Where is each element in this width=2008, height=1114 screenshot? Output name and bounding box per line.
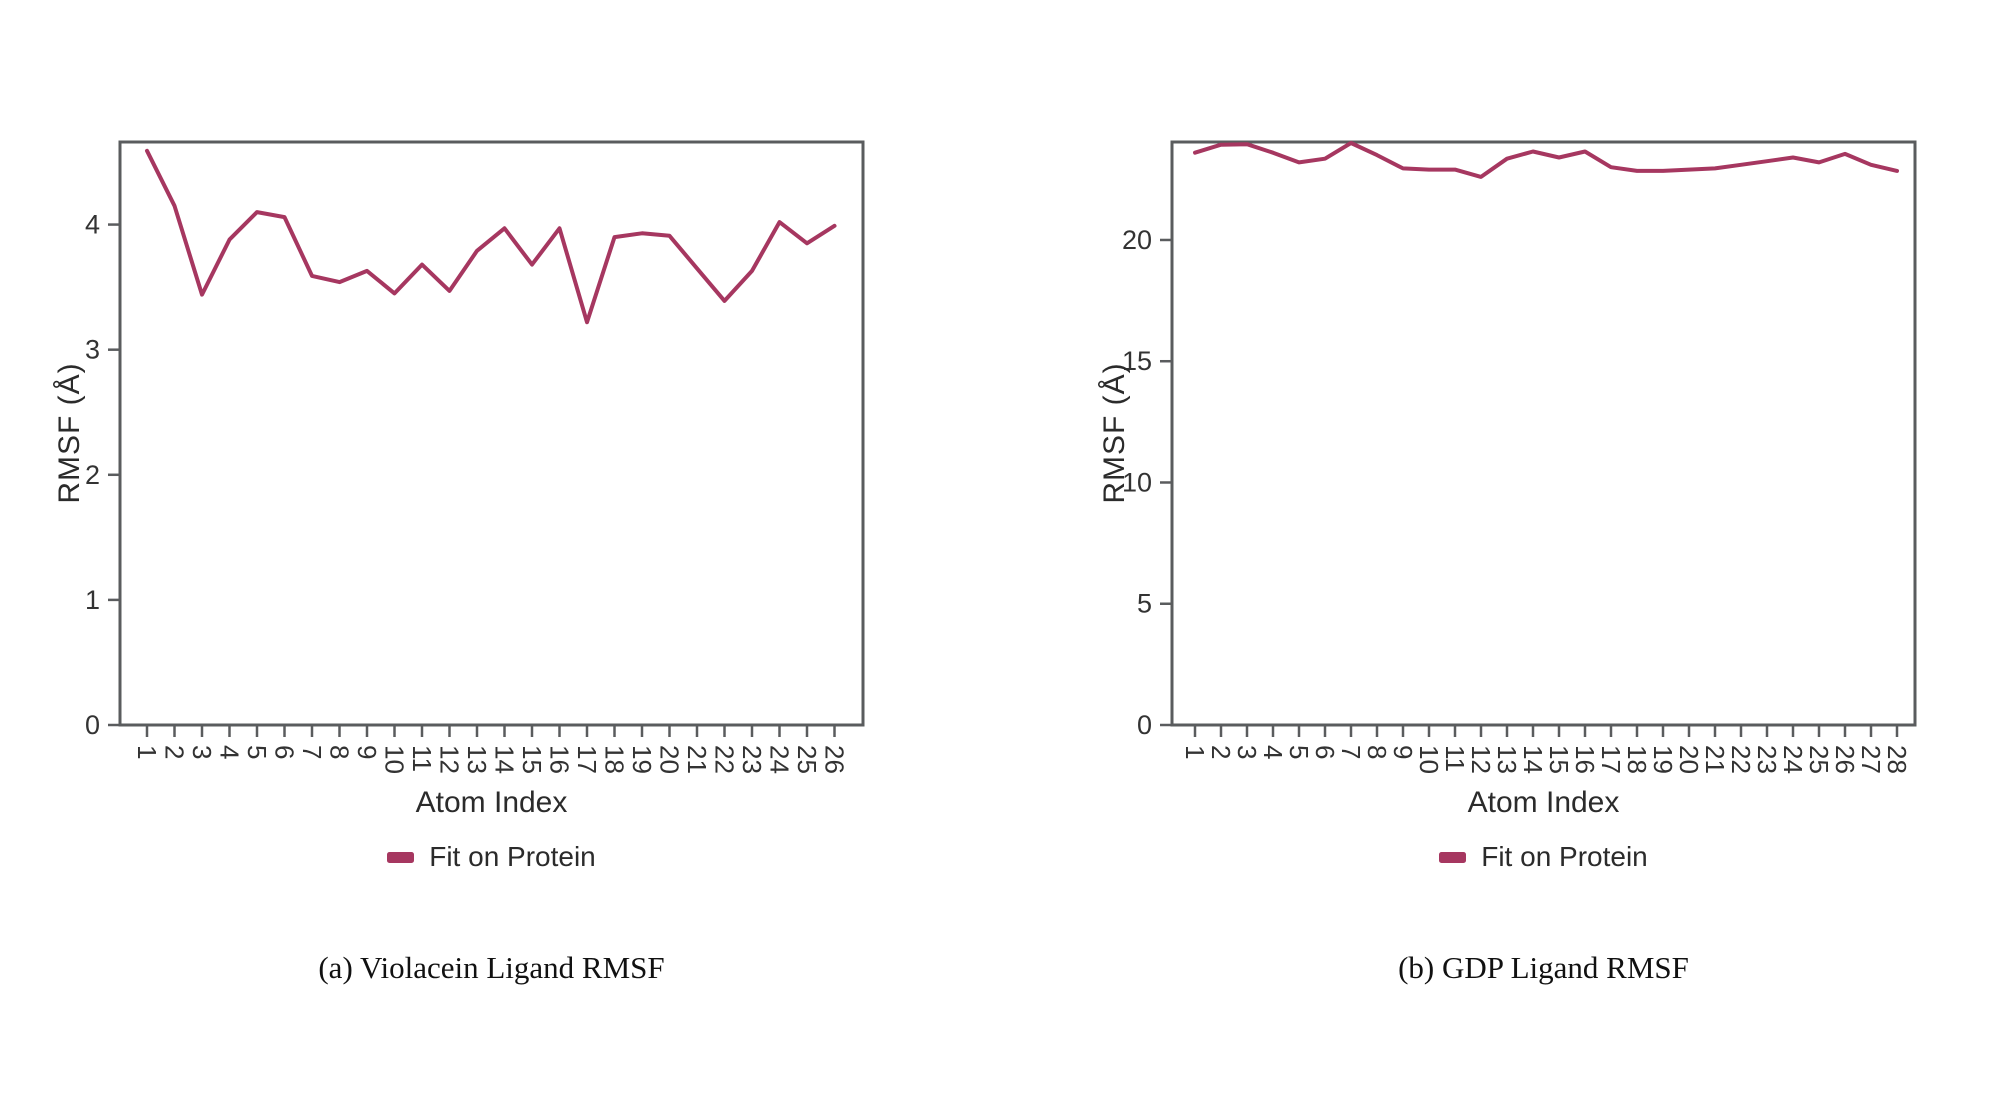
x-tick-label: 20	[1674, 745, 1704, 774]
x-tick-label: 1	[1180, 745, 1210, 759]
y-tick-label: 2	[85, 460, 100, 490]
y-tick-label: 20	[1122, 225, 1152, 255]
x-tick-label: 26	[820, 745, 850, 774]
x-tick-label: 7	[1336, 745, 1366, 759]
x-tick-label: 11	[1440, 745, 1470, 772]
x-tick-label: 9	[1388, 745, 1418, 759]
x-tick-label: 10	[380, 745, 410, 774]
y-tick-label: 0	[85, 710, 100, 740]
x-tick-label: 23	[1752, 745, 1782, 774]
x-tick-label: 24	[765, 745, 795, 774]
panel-caption: (b) GDP Ligand RMSF	[1398, 950, 1689, 985]
x-tick-label: 13	[462, 745, 492, 774]
y-axis-label: RMSF (Å)	[53, 362, 86, 504]
x-tick-label: 26	[1830, 745, 1860, 774]
x-tick-label: 6	[270, 745, 300, 759]
x-axis-label: Atom Index	[1467, 786, 1620, 819]
x-tick-label: 5	[242, 745, 272, 759]
panel-caption: (a) Violacein Ligand RMSF	[318, 950, 665, 985]
x-tick-label: 7	[297, 745, 327, 759]
x-tick-label: 24	[1778, 745, 1808, 774]
x-tick-label: 18	[1622, 745, 1652, 774]
rmsf-data-line	[145, 148, 837, 325]
y-tick-label: 3	[85, 335, 100, 365]
x-tick-label: 12	[435, 745, 465, 774]
y-tick-label: 0	[1137, 710, 1152, 740]
x-tick-label: 11	[407, 745, 437, 772]
x-tick-label: 25	[1804, 745, 1834, 774]
y-axis-label: RMSF (Å)	[1098, 362, 1131, 504]
x-tick-label: 4	[1258, 745, 1288, 759]
x-axis-label: Atom Index	[415, 786, 568, 819]
x-tick-label: 6	[1310, 745, 1340, 759]
plot-border	[118, 140, 865, 727]
legend-label: Fit on Protein	[429, 841, 596, 872]
legend: Fit on Protein	[120, 841, 863, 873]
x-tick-label: 18	[600, 745, 630, 774]
legend-label: Fit on Protein	[1481, 841, 1648, 872]
y-tick-label: 10	[1122, 467, 1152, 497]
x-tick-label: 1	[132, 745, 162, 759]
x-tick-label: 16	[1570, 745, 1600, 774]
gdp-rmsf-panel: 0 5 10 15 20 1 2 3 4 5 6 7 8 9 10 11 12 13 14 15 16 17 18 19 20 2…	[1004, 0, 2008, 1114]
x-tick-label: 28	[1882, 745, 1912, 774]
x-tick-label: 17	[572, 745, 602, 774]
y-tick-label: 5	[1137, 589, 1152, 619]
x-tick-label: 3	[187, 745, 217, 759]
legend: Fit on Protein	[1172, 841, 1915, 873]
x-tick-label: 15	[1544, 745, 1574, 774]
x-tick-label: 14	[1518, 745, 1548, 774]
x-tick-label: 25	[792, 745, 822, 774]
legend-line-marker	[387, 851, 415, 863]
x-tick-label: 10	[1414, 745, 1444, 774]
x-tick-label: 27	[1856, 745, 1886, 774]
x-tick-label: 17	[1596, 745, 1626, 774]
x-tick-label: 22	[1726, 745, 1756, 774]
x-tick-label: 21	[682, 745, 712, 774]
y-tick-label: 4	[85, 210, 100, 240]
violacein-rmsf-plot: 0123412345678910111213141516171819202122…	[85, 140, 865, 774]
x-tick-label: 13	[1492, 745, 1522, 774]
x-tick-label: 3	[1232, 745, 1262, 759]
gdp-rmsf-plot: 0510152012345678910111213141516171819202…	[1122, 140, 1917, 774]
x-tick-label: 2	[160, 745, 190, 759]
x-tick-label: 14	[490, 745, 520, 774]
x-tick-label: 8	[325, 745, 355, 759]
x-tick-label: 16	[545, 745, 575, 774]
x-tick-label: 23	[737, 745, 767, 774]
x-tick-label: 5	[1284, 745, 1314, 759]
x-tick-label: 15	[517, 745, 547, 774]
x-tick-label: 9	[352, 745, 382, 759]
legend-line-marker	[1439, 851, 1467, 863]
y-tick-label: 1	[85, 585, 100, 615]
x-tick-label: 21	[1700, 745, 1730, 774]
plot-border	[1170, 140, 1917, 727]
x-tick-label: 4	[215, 745, 245, 759]
y-tick-label: 15	[1122, 346, 1152, 376]
x-tick-label: 20	[655, 745, 685, 774]
x-tick-label: 19	[1648, 745, 1678, 774]
x-tick-label: 22	[710, 745, 740, 774]
x-tick-label: 19	[627, 745, 657, 774]
x-tick-label: 2	[1206, 745, 1236, 759]
rmsf-data-line	[1193, 141, 1899, 179]
violacein-rmsf-panel: 0 1 2 3 4 1 2 3 4 5 6 7 8 9 10 11 12 13 14 15 16 17 18 19 20 21 22…	[53, 140, 865, 985]
x-tick-label: 8	[1362, 745, 1392, 759]
x-tick-label: 12	[1466, 745, 1496, 774]
